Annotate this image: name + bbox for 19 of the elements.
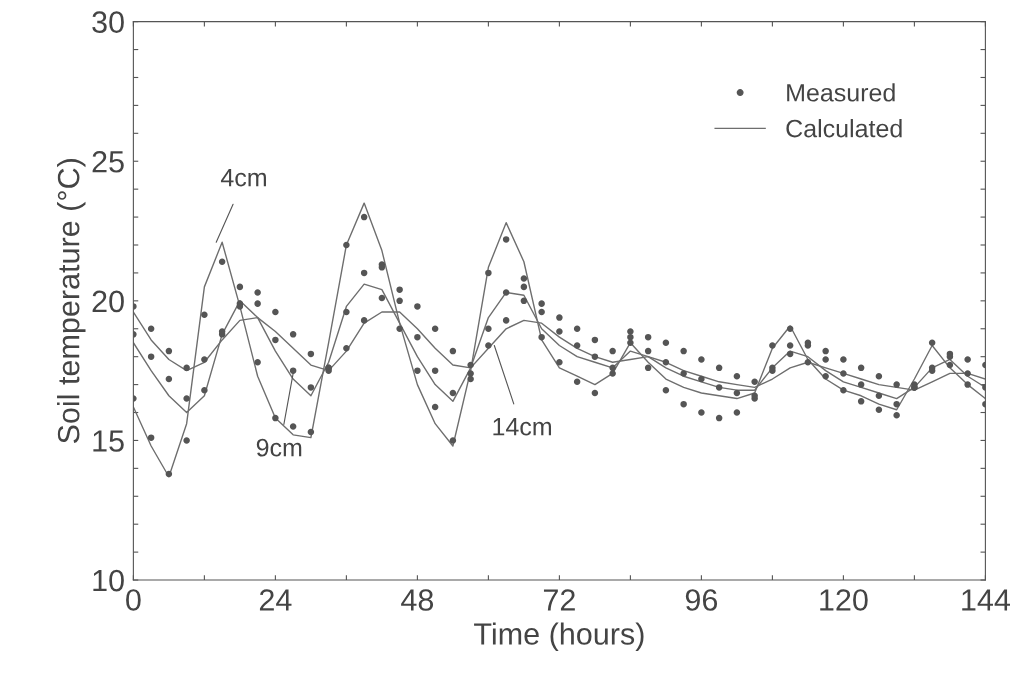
x-tick-label: 120 xyxy=(820,589,868,611)
x-tick-label: 0 xyxy=(126,589,141,611)
y-axis-title: Soil temperature (°C) xyxy=(57,159,86,444)
x-tick-label: 144 xyxy=(962,589,1010,611)
y-tick-label: 20 xyxy=(92,290,124,313)
y-tick-label: 15 xyxy=(93,430,124,452)
annotation: 9cm xyxy=(256,438,302,457)
annotation: 14cm xyxy=(493,418,552,436)
x-tick-label: 24 xyxy=(259,589,292,611)
x-tick-label: 96 xyxy=(685,589,718,611)
y-tick-label: 30 xyxy=(92,11,124,34)
y-tick-label: 10 xyxy=(93,569,124,592)
x-tick-label: 72 xyxy=(543,589,575,611)
annotation: 4cm xyxy=(220,168,266,187)
x-axis-title: Time (hours) xyxy=(474,622,644,651)
y-tick-label: 25 xyxy=(92,150,124,173)
x-tick-label: 48 xyxy=(401,589,434,611)
legend-label: Calculated xyxy=(786,119,902,138)
legend-label: Measured xyxy=(787,83,895,102)
